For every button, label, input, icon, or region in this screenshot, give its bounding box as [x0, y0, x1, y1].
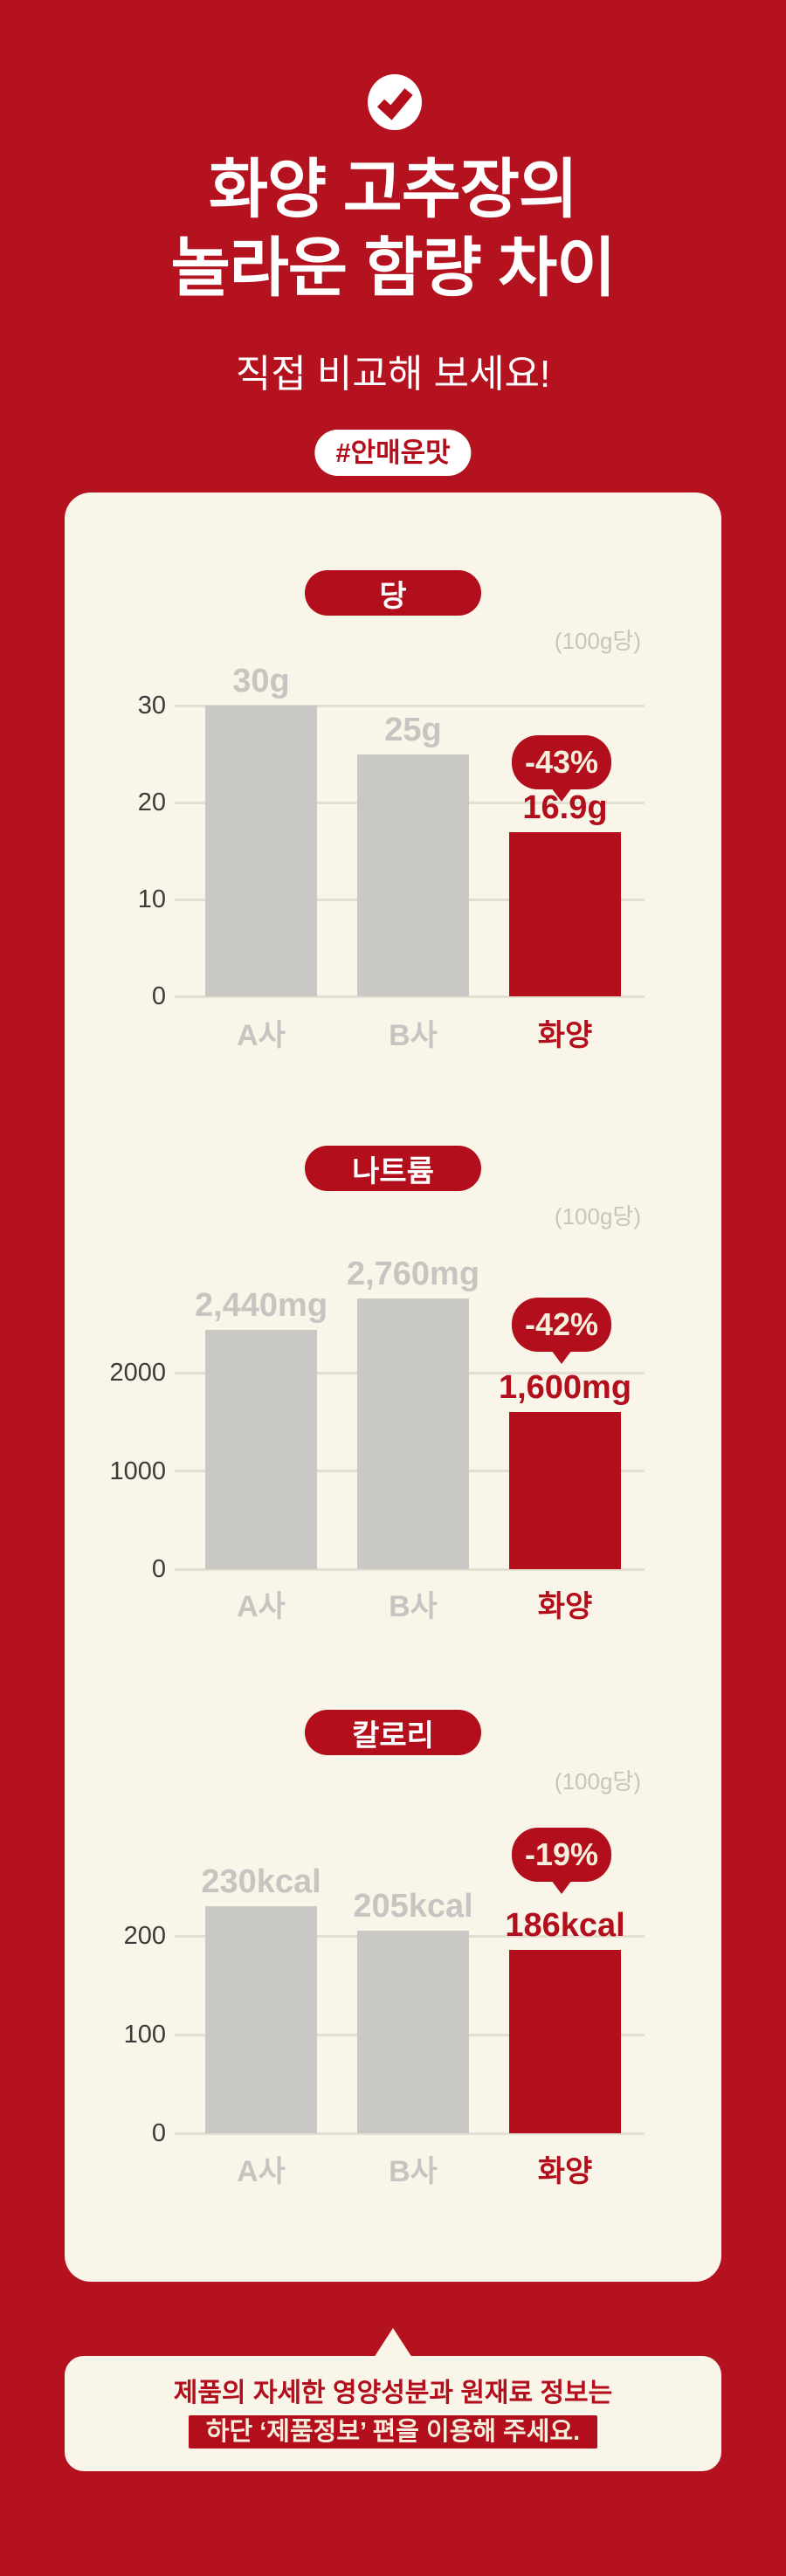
y-tick-label: 30: [137, 692, 166, 720]
bar-value-label: 1,600mg: [498, 1369, 632, 1406]
discount-bubble: -42%: [512, 1298, 611, 1352]
chart-bar: [509, 832, 621, 996]
x-category-label: B사: [389, 2155, 438, 2188]
unit-caption: (100g당): [554, 628, 641, 654]
gridline: [175, 1567, 645, 1571]
y-tick-label: 0: [151, 2119, 166, 2147]
gridline: [175, 704, 645, 707]
notice-box: 제품의 자세한 영양성분과 원재료 정보는 하단 ‘제품정보’ 편을 이용해 주…: [65, 2356, 721, 2471]
title-line2: 놀라운 함량 차이: [170, 231, 617, 304]
chart-title-pill: 나트륨: [305, 1146, 481, 1191]
chart-bar: [205, 706, 317, 996]
chart-bar: [509, 1949, 621, 2133]
discount-bubble: -43%: [512, 735, 611, 789]
x-category-label: B사: [389, 1019, 438, 1052]
x-category-label: A사: [237, 1019, 286, 1052]
bar-value-label: 2,760mg: [346, 1255, 480, 1292]
x-category-label: B사: [389, 1590, 438, 1623]
notice-highlight-text: 하단 ‘제품정보’ 편을 이용해 주세요.: [188, 2415, 598, 2449]
y-tick-label: 2000: [109, 1359, 166, 1387]
y-tick-label: 100: [123, 2021, 166, 2049]
y-tick-label: 200: [123, 1922, 166, 1950]
x-category-label: A사: [237, 2155, 286, 2188]
bar-value-label: 186kcal: [505, 1906, 625, 1944]
bar-value-label: 2,440mg: [194, 1286, 328, 1324]
y-tick-label: 1000: [109, 1457, 166, 1485]
y-tick-label: 0: [151, 1555, 166, 1583]
y-tick-label: 0: [151, 982, 166, 1010]
unit-caption: (100g당): [554, 1203, 641, 1229]
bar-value-label: 25g: [384, 711, 442, 748]
x-category-label: 화양: [537, 1019, 593, 1052]
charts-card: 당 (100g당) 0 10 20 30 30g A사 25g B사 16.9g 화양 -43% 나트륨(…: [65, 492, 721, 2282]
chart-bar: [357, 754, 469, 996]
chart-bar: [509, 1412, 621, 1569]
chart-title-pill: 칼로리: [305, 1710, 481, 1755]
chart-bar: [357, 1298, 469, 1569]
hashtag-badge: #안매운맛: [314, 430, 472, 476]
chart-bar: [205, 1329, 317, 1569]
x-category-label: 화양: [537, 2155, 593, 2188]
notice-text: 제품의 자세한 영양성분과 원재료 정보는: [173, 2379, 613, 2407]
subtitle: 직접 비교해 보세요!: [235, 353, 551, 396]
unit-caption: (100g당): [554, 1768, 641, 1794]
page-title: 화양 고추장의 놀라운 함량 차이: [0, 150, 786, 307]
x-category-label: 화양: [537, 1590, 593, 1623]
y-tick-label: 10: [137, 885, 166, 913]
discount-bubble: -19%: [512, 1828, 611, 1882]
gridline: [175, 2132, 645, 2135]
chart-title-pill: 당: [305, 570, 481, 616]
y-tick-label: 20: [137, 789, 166, 816]
bar-value-label: 205kcal: [353, 1888, 473, 1925]
title-line1: 화양 고추장의: [208, 153, 578, 225]
x-category-label: A사: [237, 1590, 286, 1623]
chart-bar: [205, 1906, 317, 2133]
bar-value-label: 230kcal: [201, 1863, 321, 1901]
bar-value-label: 30g: [232, 663, 290, 699]
chart-bar: [357, 1931, 469, 2133]
pointer-triangle-icon: [374, 2328, 412, 2358]
gridline: [175, 995, 645, 998]
check-icon: [367, 73, 423, 131]
